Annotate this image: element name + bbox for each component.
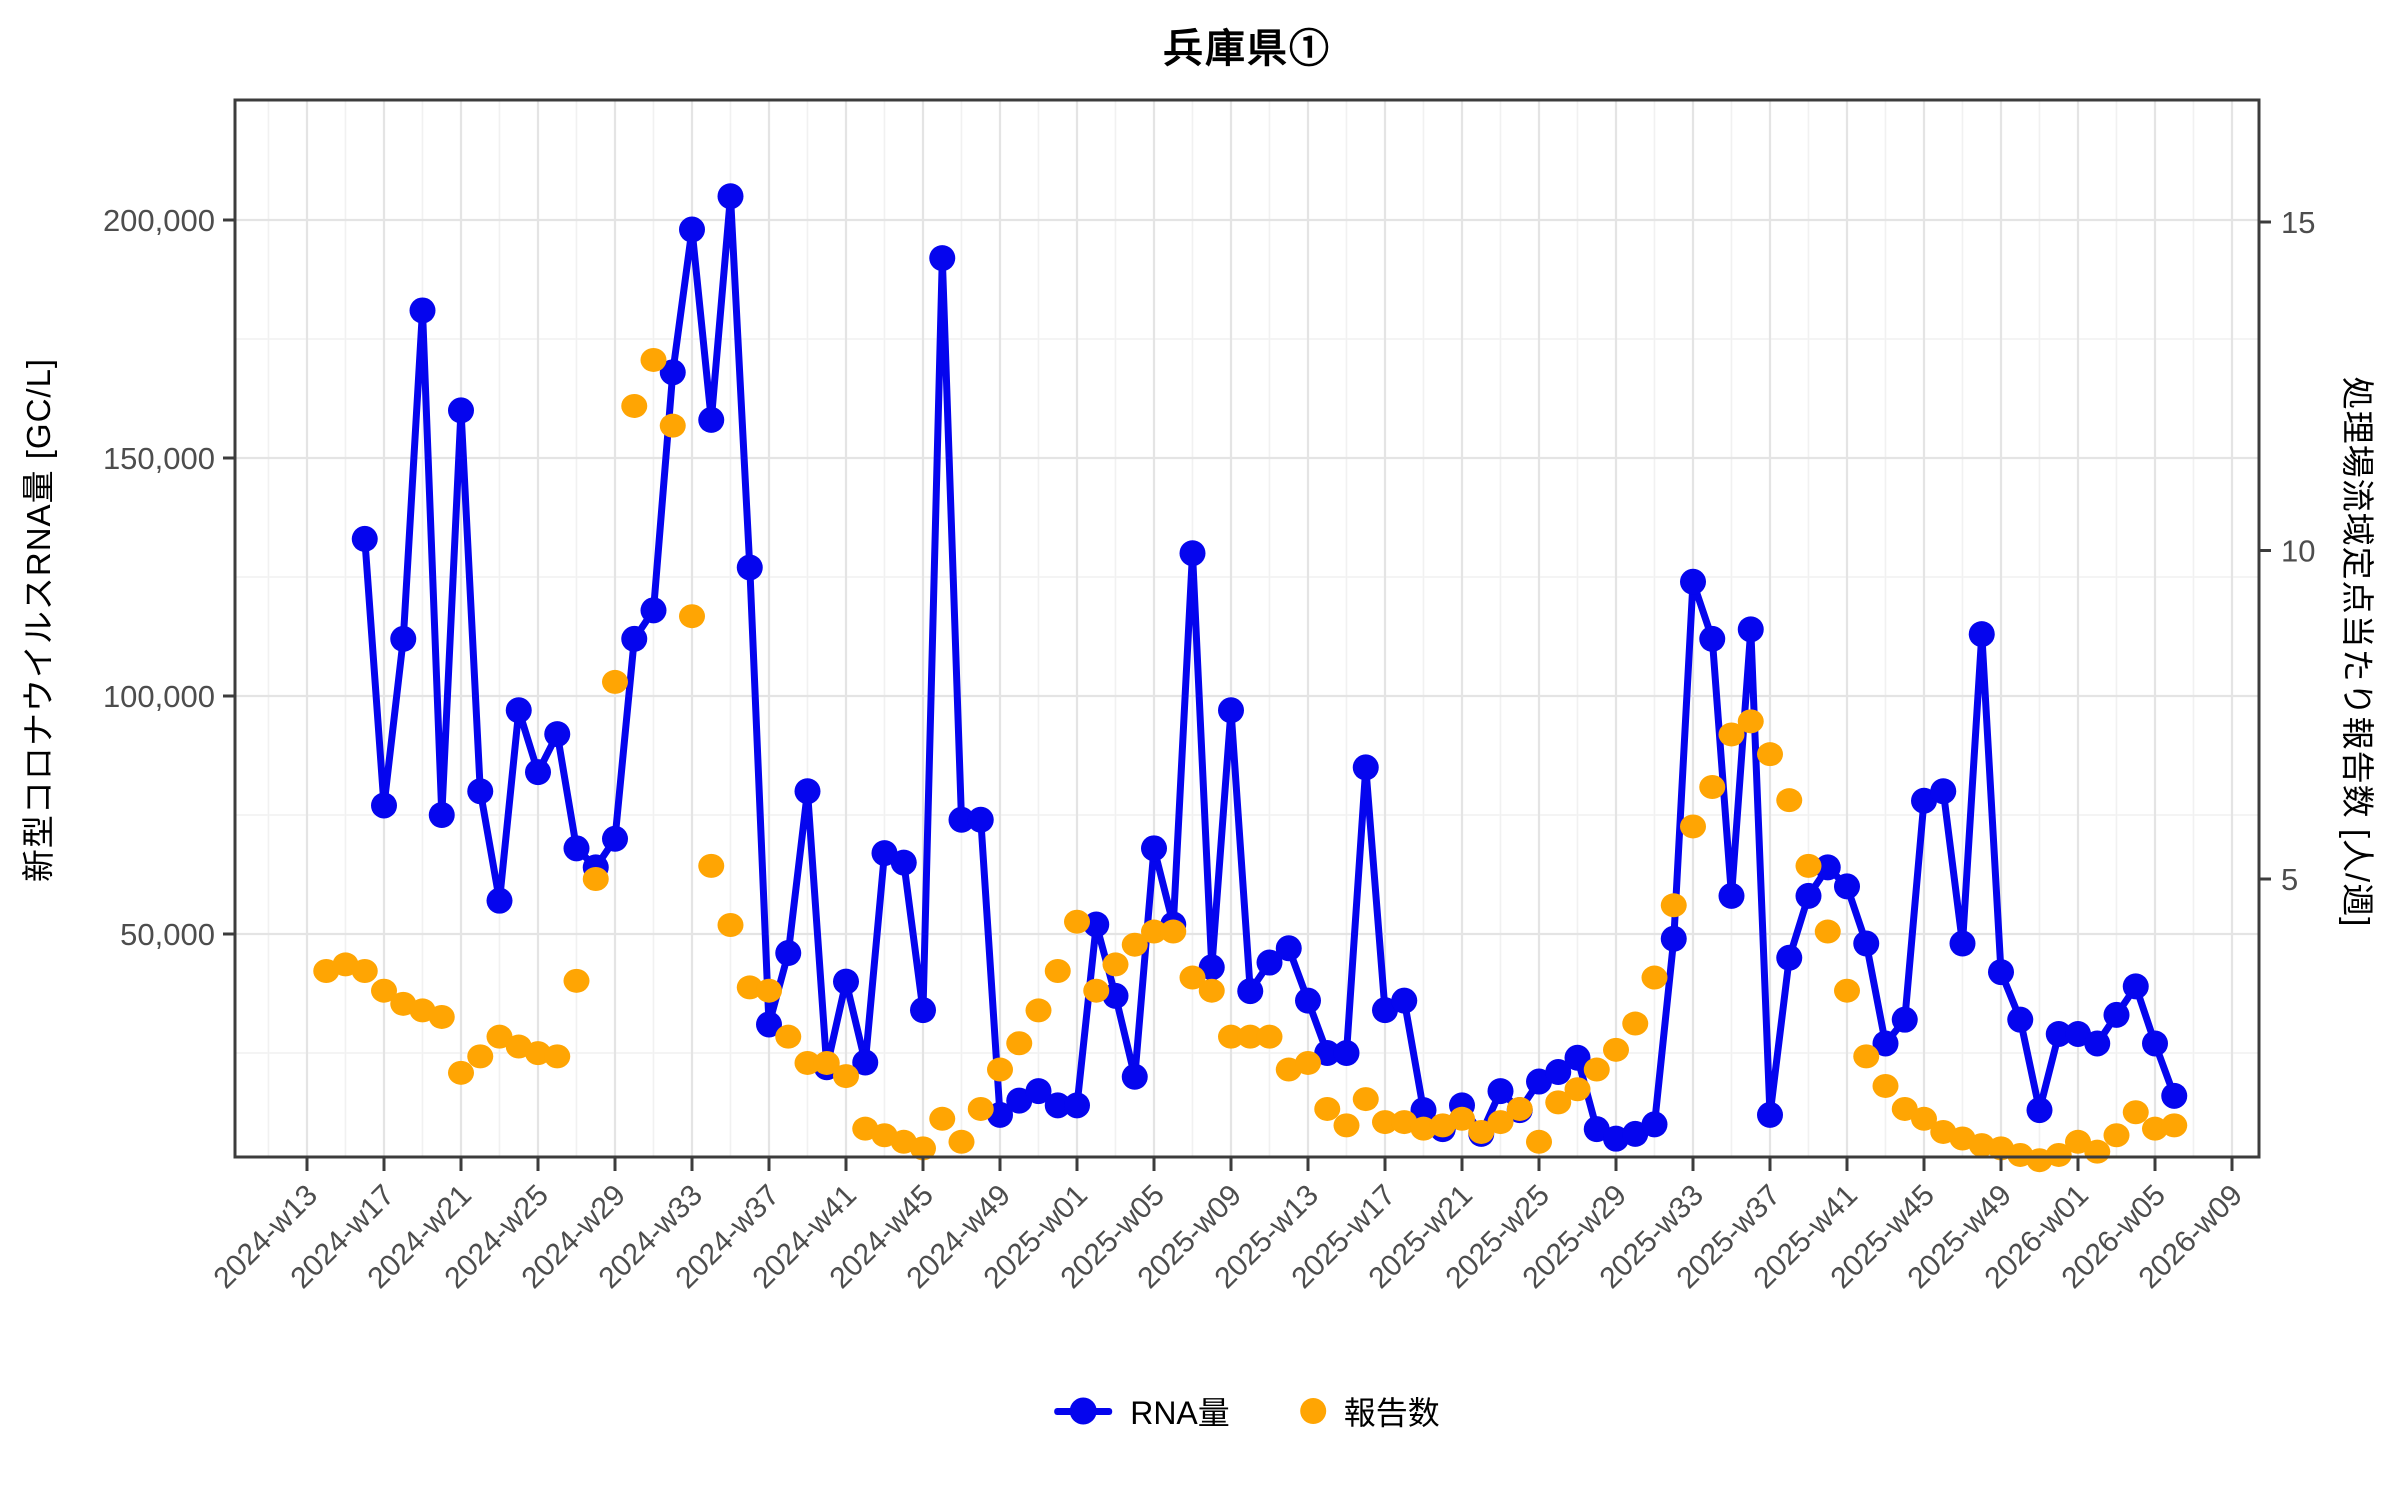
report-dot-icon — [1299, 1398, 1326, 1424]
y-axis-right-title: 処理場流域定点当たり報告数 [人/週] — [2339, 376, 2376, 928]
legend-item-report: 報告数 — [1299, 1388, 1440, 1434]
y-right-tick-label: 5 — [2281, 862, 2298, 897]
y-left-tick-label: 100,000 — [103, 679, 215, 714]
legend-rna-label: RNA量 — [1130, 1395, 1230, 1431]
y-right-tick-label: 10 — [2281, 534, 2315, 569]
y-axis-left-title: 新型コロナウイルスRNA量 [GC/L] — [20, 357, 57, 883]
y-left-tick-label: 150,000 — [103, 441, 215, 476]
legend: RNA量 報告数 — [1054, 1388, 1440, 1434]
series-report — [313, 347, 2188, 1173]
legend-report-label: 報告数 — [1343, 1395, 1440, 1431]
axis-ticks — [223, 218, 2271, 1171]
plot-panel-border — [233, 98, 2261, 1159]
y-left-tick-label: 200,000 — [103, 203, 215, 238]
y-right-tick-label: 15 — [2281, 205, 2315, 240]
series-rna — [351, 183, 2188, 1152]
y-left-tick-label: 50,000 — [120, 917, 215, 952]
rna-dot-icon — [1069, 1397, 1097, 1425]
chart-title: 兵庫県① — [1163, 27, 1331, 71]
rna-line-key-icon — [1054, 1397, 1113, 1425]
legend-item-rna: RNA量 — [1054, 1388, 1230, 1434]
gridlines-minor — [235, 100, 2259, 1157]
axis-tick-labels: 50,000100,000150,000200,000510152024-w13… — [103, 203, 2316, 1295]
